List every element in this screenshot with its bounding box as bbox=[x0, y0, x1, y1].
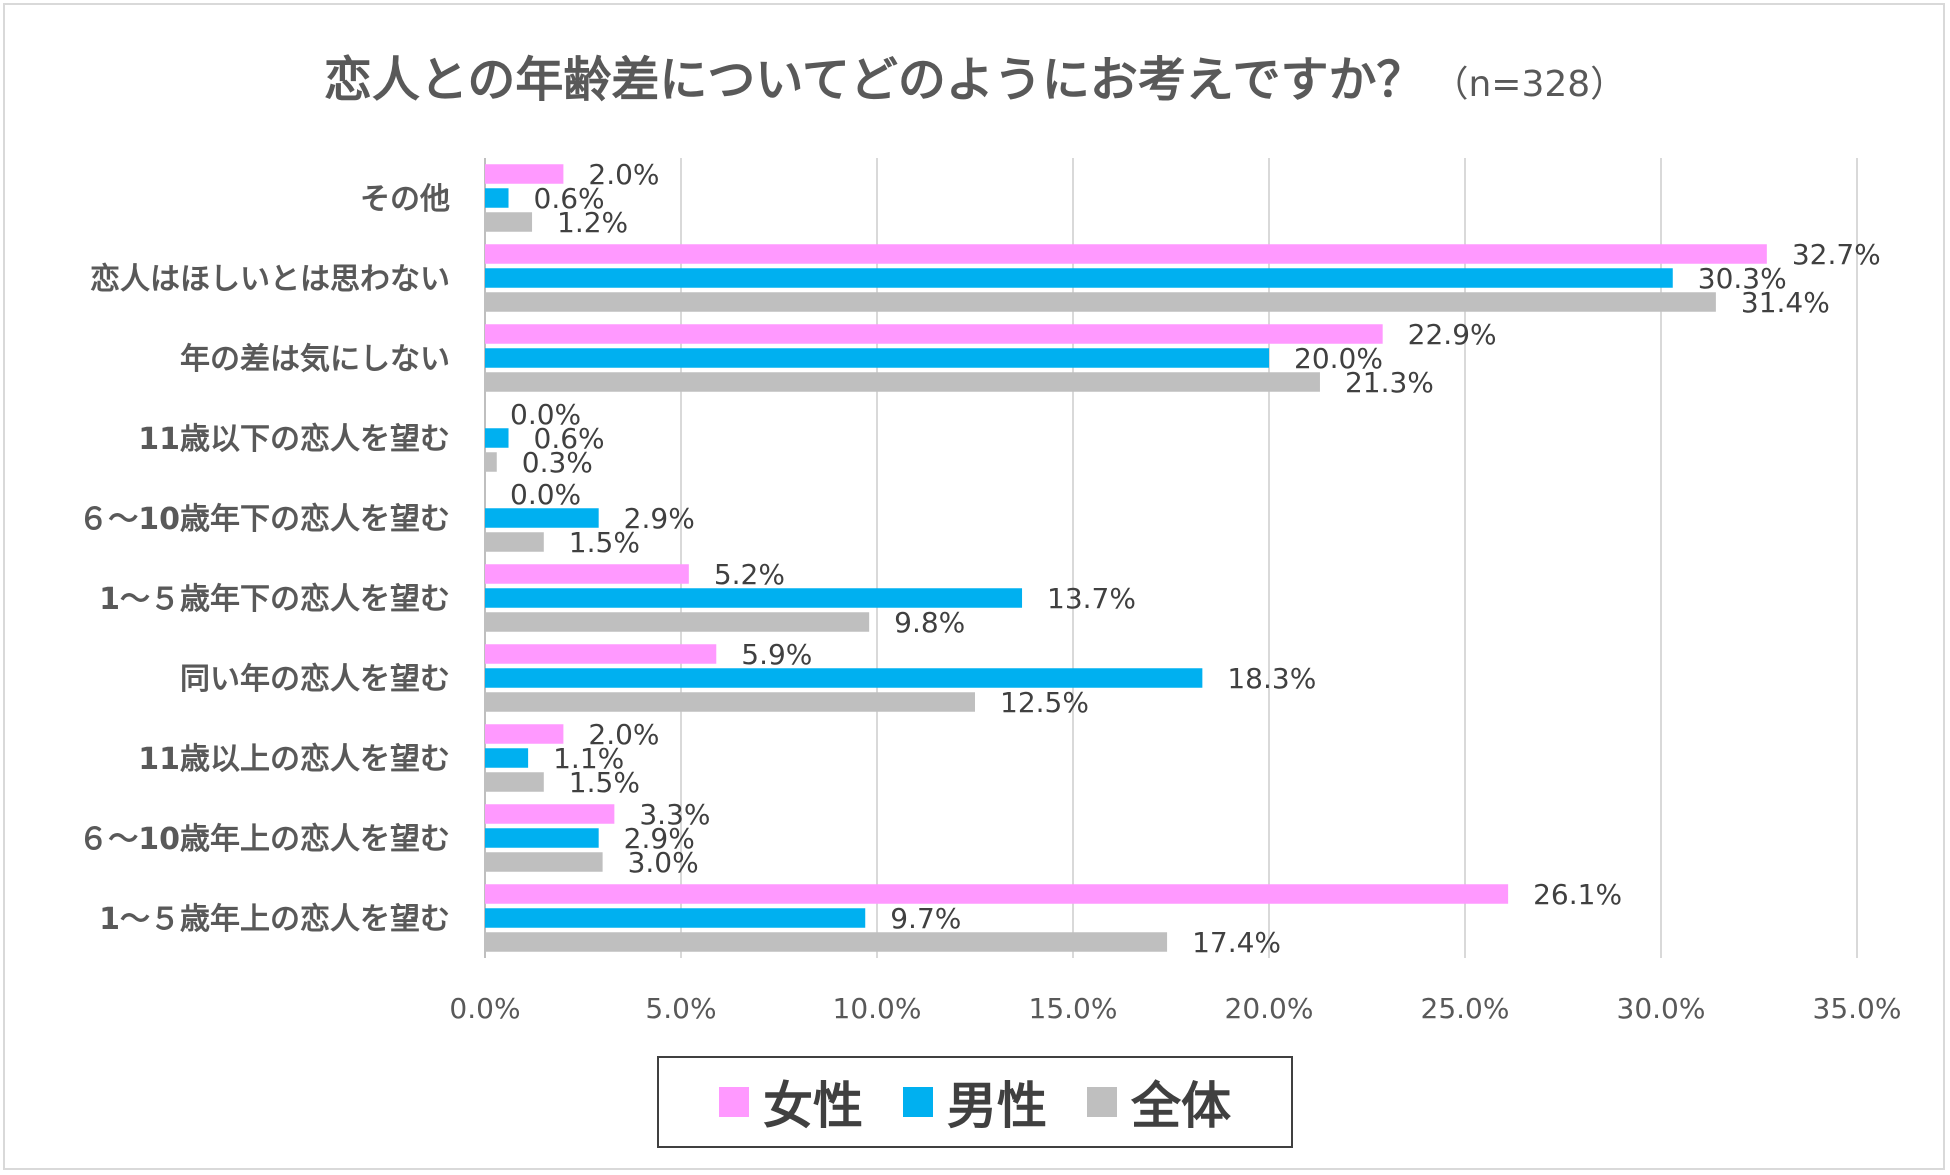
chart-legend: 女性 男性 全体 bbox=[657, 1056, 1293, 1148]
category-label: 同い年の恋人を望む bbox=[180, 662, 450, 697]
bar-male bbox=[485, 268, 1673, 288]
data-label-male: 30.3% bbox=[1698, 262, 1787, 295]
bar-male bbox=[485, 428, 509, 448]
data-label-female: 0.0% bbox=[510, 478, 581, 511]
data-label-total: 17.4% bbox=[1192, 926, 1281, 959]
chart-title: 恋人との年齢差についてどのようにお考えですか？ （n=328） bbox=[0, 40, 1950, 110]
category-label: その他 bbox=[360, 182, 450, 217]
data-label-male: 2.9% bbox=[624, 822, 695, 855]
bar-female bbox=[485, 164, 564, 184]
bar-female bbox=[485, 804, 615, 824]
category-label: 恋人はほしいとは思わない bbox=[90, 262, 450, 297]
bar-female bbox=[485, 244, 1767, 264]
data-label-male: 18.3% bbox=[1227, 662, 1316, 695]
data-label-total: 1.2% bbox=[557, 206, 628, 239]
x-tick-label: 35.0% bbox=[1813, 992, 1902, 1025]
bar-total bbox=[485, 292, 1716, 312]
category-label: 年の差は気にしない bbox=[180, 342, 450, 377]
data-label-female: 5.9% bbox=[741, 638, 812, 671]
data-label-male: 13.7% bbox=[1047, 582, 1136, 615]
data-label-female: 26.1% bbox=[1533, 878, 1622, 911]
bar-total bbox=[485, 932, 1168, 952]
data-label-total: 1.5% bbox=[569, 766, 640, 799]
data-label-male: 0.6% bbox=[534, 422, 605, 455]
bar-female bbox=[485, 564, 689, 584]
category-label: 11歳以上の恋人を望む bbox=[138, 742, 450, 777]
bar-female bbox=[485, 644, 717, 664]
bar-total bbox=[485, 452, 497, 472]
data-label-male: 2.9% bbox=[624, 502, 695, 535]
bar-female bbox=[485, 324, 1383, 344]
category-label: ６～10歳年下の恋人を望む bbox=[78, 502, 450, 537]
chart-frame bbox=[3, 3, 1945, 1170]
legend-label-male: 男性 bbox=[947, 1077, 1047, 1135]
data-label-total: 3.0% bbox=[628, 846, 699, 879]
bar-total bbox=[485, 852, 603, 872]
bar-male bbox=[485, 348, 1269, 368]
data-label-female: 2.0% bbox=[588, 158, 659, 191]
legend-label-total: 全体 bbox=[1131, 1077, 1231, 1135]
data-label-female: 5.2% bbox=[714, 558, 785, 591]
bar-total bbox=[485, 532, 544, 552]
legend-swatch-male bbox=[903, 1087, 933, 1117]
data-label-total: 31.4% bbox=[1741, 286, 1830, 319]
x-tick-label: 25.0% bbox=[1421, 992, 1510, 1025]
legend-item-female: 女性 bbox=[719, 1066, 863, 1138]
bar-male bbox=[485, 668, 1203, 688]
bar-total bbox=[485, 212, 533, 232]
x-tick-label: 5.0% bbox=[645, 992, 716, 1025]
legend-swatch-total bbox=[1087, 1087, 1117, 1117]
bar-male bbox=[485, 908, 866, 928]
bar-total bbox=[485, 372, 1320, 392]
bar-total bbox=[485, 612, 870, 632]
category-label: ６～10歳年上の恋人を望む bbox=[78, 822, 450, 857]
chart-subtitle: （n=328） bbox=[1432, 64, 1627, 105]
bar-female bbox=[485, 884, 1509, 904]
x-tick-label: 20.0% bbox=[1225, 992, 1314, 1025]
data-label-male: 20.0% bbox=[1294, 342, 1383, 375]
legend-swatch-female bbox=[719, 1087, 749, 1117]
x-tick-label: 15.0% bbox=[1029, 992, 1118, 1025]
bar-male bbox=[485, 508, 599, 528]
data-label-female: 2.0% bbox=[588, 718, 659, 751]
data-label-male: 9.7% bbox=[890, 902, 961, 935]
legend-label-female: 女性 bbox=[763, 1077, 863, 1135]
data-label-total: 21.3% bbox=[1345, 366, 1434, 399]
x-tick-label: 0.0% bbox=[449, 992, 520, 1025]
bar-male bbox=[485, 188, 509, 208]
bar-total bbox=[485, 772, 544, 792]
data-label-female: 0.0% bbox=[510, 398, 581, 431]
x-tick-label: 30.0% bbox=[1617, 992, 1706, 1025]
bar-male bbox=[485, 588, 1023, 608]
bar-male bbox=[485, 748, 529, 768]
legend-item-male: 男性 bbox=[903, 1066, 1047, 1138]
bar-male bbox=[485, 828, 599, 848]
data-label-total: 9.8% bbox=[894, 606, 965, 639]
data-label-total: 1.5% bbox=[569, 526, 640, 559]
chart-title-main: 恋人との年齢差についてどのようにお考えですか？ bbox=[323, 52, 1425, 108]
data-label-male: 1.1% bbox=[553, 742, 624, 775]
data-label-female: 3.3% bbox=[639, 798, 710, 831]
data-label-female: 22.9% bbox=[1408, 318, 1497, 351]
x-tick-label: 10.0% bbox=[833, 992, 922, 1025]
category-label: 1～５歳年下の恋人を望む bbox=[99, 582, 450, 617]
data-label-male: 0.6% bbox=[534, 182, 605, 215]
category-label: 1～５歳年上の恋人を望む bbox=[99, 902, 450, 937]
bar-female bbox=[485, 724, 564, 744]
bar-total bbox=[485, 692, 975, 712]
data-label-female: 32.7% bbox=[1792, 238, 1881, 271]
data-label-total: 0.3% bbox=[522, 446, 593, 479]
legend-item-total: 全体 bbox=[1087, 1066, 1231, 1138]
category-label: 11歳以下の恋人を望む bbox=[138, 422, 450, 457]
data-label-total: 12.5% bbox=[1000, 686, 1089, 719]
